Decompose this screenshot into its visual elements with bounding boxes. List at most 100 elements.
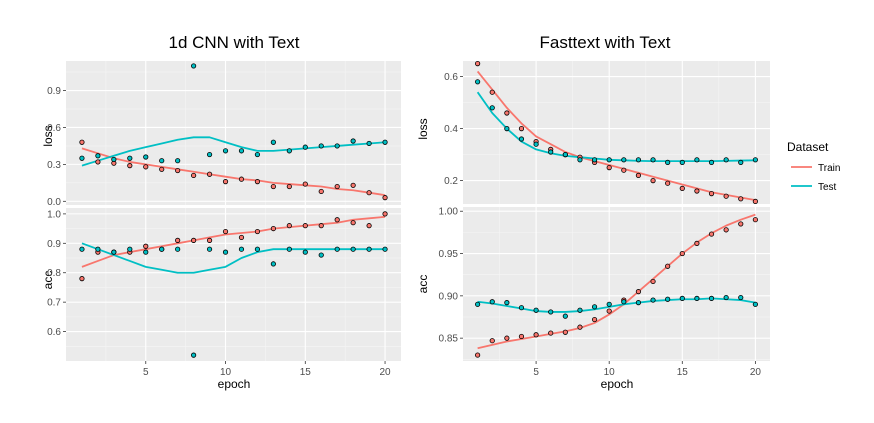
series-line-train <box>81 215 386 268</box>
data-point-test <box>350 246 356 252</box>
data-point-train <box>475 60 481 67</box>
data-point-train <box>635 289 642 295</box>
data-point-train <box>143 164 149 170</box>
x-tick-label: 20 <box>750 367 762 378</box>
panel-background <box>66 208 401 361</box>
data-point-train <box>679 250 685 257</box>
data-point-test <box>270 139 276 145</box>
data-point-test <box>350 138 356 144</box>
data-point-test <box>254 151 261 158</box>
data-point-test <box>650 157 656 163</box>
data-point-train <box>723 193 729 199</box>
y-tick-label: 0.95 <box>439 249 459 260</box>
data-point-test <box>175 246 181 252</box>
data-point-train <box>489 89 495 95</box>
data-point-test <box>222 249 229 255</box>
chart-cnn: loss acc epoch 0.0 0.3 0.6 0.9 0.6 0.7 0.8 0.9 1… <box>41 61 401 391</box>
data-point-test <box>286 246 292 252</box>
panel-loss: 0.0 0.3 0.6 0.9 <box>47 61 401 208</box>
legend-label-test: Test <box>818 182 837 193</box>
data-point-train <box>127 163 133 169</box>
data-point-train <box>334 183 340 190</box>
data-point-test <box>175 158 181 164</box>
series-line-train <box>81 147 386 197</box>
data-point-test <box>708 295 715 301</box>
data-point-test <box>159 246 165 252</box>
legend-title: Dataset <box>787 140 829 154</box>
y-tick-label: 0.9 <box>47 86 61 97</box>
data-point-test <box>621 299 627 305</box>
data-point-test <box>302 249 308 255</box>
legend-label-train: Train <box>818 163 840 174</box>
data-point-test <box>752 157 758 163</box>
data-point-test <box>665 296 671 302</box>
data-point-train <box>238 234 245 241</box>
data-point-train <box>254 179 261 185</box>
data-point-train <box>175 237 181 243</box>
data-point-test <box>95 246 101 252</box>
data-point-test <box>606 301 612 307</box>
data-point-train <box>738 196 744 202</box>
series-line-train <box>476 70 756 201</box>
data-point-train <box>79 139 85 145</box>
data-point-train <box>650 278 656 285</box>
y-tick-label: 1.00 <box>439 207 459 218</box>
data-point-train <box>562 329 568 335</box>
data-point-train <box>752 217 758 223</box>
data-point-train <box>591 316 598 323</box>
data-point-train <box>286 223 292 229</box>
x-tick-label: 5 <box>533 367 539 378</box>
panel-background <box>66 61 401 205</box>
data-point-test <box>143 249 149 255</box>
panel-acc: 0.85 0.90 0.95 1.00 5 10 15 20 <box>439 207 770 378</box>
data-point-test <box>334 143 340 149</box>
facet-label-loss: loss <box>416 118 430 139</box>
x-tick-label: 15 <box>300 367 312 378</box>
data-point-train <box>650 178 656 184</box>
data-point-test <box>95 153 101 159</box>
data-point-test <box>127 155 133 161</box>
data-point-train <box>366 190 372 196</box>
series-line-test <box>81 136 386 167</box>
y-tick-label: 0.85 <box>439 334 459 345</box>
data-point-test <box>143 154 149 160</box>
data-point-train <box>222 228 229 235</box>
data-point-train <box>738 221 744 227</box>
data-point-train <box>159 166 165 172</box>
data-point-train <box>533 332 539 338</box>
data-point-train <box>222 179 229 185</box>
data-point-test <box>591 157 598 163</box>
data-point-test <box>318 252 324 258</box>
data-point-train <box>143 243 149 249</box>
data-point-test <box>475 301 481 307</box>
data-point-test <box>191 352 197 358</box>
data-point-train <box>191 172 197 179</box>
x-tick-label: 5 <box>143 367 149 378</box>
y-tick-label: 0.6 <box>47 123 61 134</box>
facet-label-acc: acc <box>416 275 430 294</box>
data-point-train <box>270 225 276 232</box>
data-point-train <box>708 231 715 237</box>
data-point-test <box>665 159 671 165</box>
x-tick-label: 20 <box>379 367 391 378</box>
data-point-train <box>175 167 181 174</box>
data-point-test <box>366 246 372 252</box>
data-point-train <box>191 237 197 243</box>
y-tick-label: 0.0 <box>47 197 61 208</box>
data-point-test <box>489 105 495 111</box>
data-point-test <box>504 126 510 132</box>
data-point-test <box>591 304 598 310</box>
data-point-train <box>95 159 101 165</box>
data-point-test <box>548 309 554 315</box>
series-line-test <box>81 242 386 274</box>
data-point-test <box>533 141 539 147</box>
data-point-test <box>222 148 229 154</box>
data-point-train <box>350 182 356 188</box>
facet-label-loss: loss <box>41 125 55 146</box>
data-point-train <box>206 237 213 243</box>
data-point-train <box>334 217 340 223</box>
data-point-test <box>723 157 729 163</box>
y-tick-label: 0.6 <box>47 327 61 338</box>
data-point-train <box>518 333 525 340</box>
data-point-test <box>382 246 388 252</box>
